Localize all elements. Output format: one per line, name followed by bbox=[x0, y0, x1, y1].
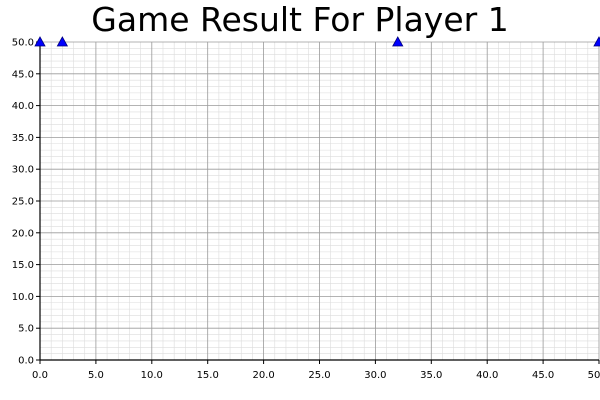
y-tick-label: 10.0 bbox=[12, 292, 34, 303]
y-tick-labels: 0.0 5.0 10.0 15.0 20.0 25.0 30.0 35.0 40.0 45.0 50… bbox=[12, 38, 34, 367]
y-tick-label: 40.0 bbox=[12, 101, 34, 112]
data-point-triangle bbox=[56, 36, 69, 47]
x-tick-label: 40.0 bbox=[476, 370, 498, 381]
x-tick-label: 0.0 bbox=[32, 370, 48, 381]
x-tick-label: 15.0 bbox=[197, 370, 219, 381]
x-tick-label: 50 bbox=[588, 370, 600, 381]
chart-title: Game Result For Player 1 bbox=[91, 0, 508, 39]
y-tick-label: 50.0 bbox=[12, 38, 34, 49]
axes bbox=[36, 41, 600, 364]
x-tick-label: 30.0 bbox=[364, 370, 386, 381]
x-tick-label: 10.0 bbox=[141, 370, 163, 381]
y-tick-label: 45.0 bbox=[12, 69, 34, 80]
x-tick-label: 35.0 bbox=[420, 370, 442, 381]
x-tick-labels: 0.0 5.0 10.0 15.0 20.0 25.0 30.0 35.0 40.0 45.0 50 bbox=[32, 370, 600, 381]
x-tick-label: 25.0 bbox=[308, 370, 330, 381]
data-point-triangle bbox=[392, 36, 404, 47]
x-tick-label: 20.0 bbox=[252, 370, 274, 381]
y-tick-label: 35.0 bbox=[12, 133, 34, 144]
y-tick-label: 5.0 bbox=[18, 324, 34, 335]
y-tick-label: 25.0 bbox=[12, 197, 34, 208]
y-tick-label: 20.0 bbox=[12, 228, 34, 239]
y-tick-label: 0.0 bbox=[18, 356, 34, 367]
x-tick-label: 5.0 bbox=[88, 370, 104, 381]
data-point-triangle bbox=[593, 36, 600, 47]
data-points bbox=[34, 36, 600, 47]
major-grid bbox=[39, 41, 600, 361]
y-tick-label: 30.0 bbox=[12, 165, 34, 176]
y-tick-label: 15.0 bbox=[12, 260, 34, 271]
data-point-triangle bbox=[34, 36, 46, 47]
x-tick-label: 45.0 bbox=[532, 370, 554, 381]
